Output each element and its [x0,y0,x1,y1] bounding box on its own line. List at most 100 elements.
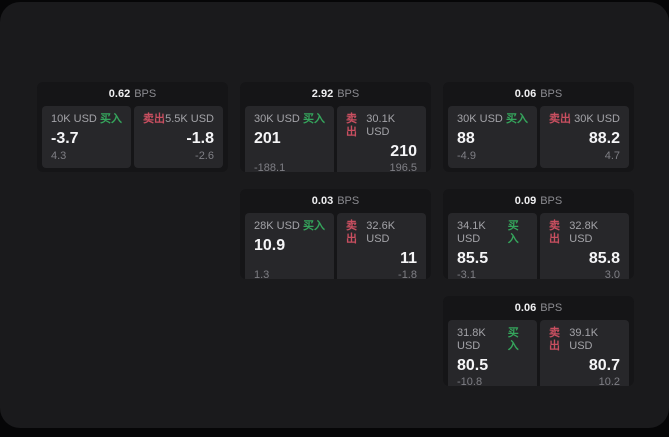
buy-amount: 30K USD [254,113,300,125]
buy-amount: 30K USD [457,113,503,125]
buy-side-label: 买入 [303,220,325,232]
sell-amount: 32.6K USD [366,220,396,245]
buy-quote-panel[interactable]: 34.1K USD 买入 85.5 -3.1 [448,213,537,279]
buy-price: -3.7 [51,130,79,147]
buy-panel-top: 30K USD 买入 [457,113,528,126]
buy-amount: 31.8K USD [457,327,486,352]
buy-amount: 28K USD [254,220,300,232]
buy-delta: -4.9 [457,150,476,162]
sell-delta: -2.6 [195,150,214,162]
buy-side-label: 买入 [303,113,325,125]
buy-amount: 10K USD [51,113,97,125]
buy-delta: -3.1 [457,269,476,279]
quote-card: 0.09 BPS 34.1K USD 买入 85.5 -3.1 卖出 32.8K… [443,189,634,279]
sell-panel-top: 卖出 5.5K USD [143,113,214,126]
sell-quote-panel[interactable]: 卖出 39.1K USD 80.7 10.2 [540,320,629,386]
sell-price: 88.2 [588,130,620,147]
buy-side-label: 买入 [506,113,528,125]
quote-card-body: 30K USD 买入 201 -188.1 卖出 30.1K USD 210 1… [240,106,431,172]
bps-unit-label: BPS [337,195,360,207]
bps-header: 0.06 BPS [443,296,634,320]
buy-quote-panel[interactable]: 31.8K USD 买入 80.5 -10.8 [448,320,537,386]
buy-delta: -188.1 [254,162,286,172]
buy-side-label: 买入 [100,113,122,125]
sell-panel-top: 卖出 32.8K USD [549,220,620,246]
buy-price: 88 [457,130,475,147]
quote-card-body: 34.1K USD 买入 85.5 -3.1 卖出 32.8K USD 85.8… [443,213,634,279]
sell-price: -1.8 [186,130,214,147]
sell-price: 85.8 [588,250,620,267]
sell-quote-panel[interactable]: 卖出 5.5K USD -1.8 -2.6 [134,106,223,168]
bps-header: 0.03 BPS [240,189,431,213]
buy-panel-top: 34.1K USD 买入 [457,220,528,246]
quote-card-body: 28K USD 买入 10.9 1.3 卖出 32.6K USD 11 -1.8 [240,213,431,279]
bps-unit-label: BPS [337,88,360,100]
bps-header: 2.92 BPS [240,82,431,106]
bps-value: 0.06 [514,88,537,100]
sell-panel-top: 卖出 32.6K USD [346,220,417,246]
bps-value: 2.92 [311,88,334,100]
quote-cards-grid: 0.62 BPS 10K USD 买入 -3.7 4.3 卖出 5.5K USD… [37,82,634,386]
bps-value: 0.03 [311,195,334,207]
buy-delta: 1.3 [254,269,270,279]
bps-header: 0.62 BPS [37,82,228,106]
sell-price: 11 [400,250,417,267]
bps-value: 0.09 [514,195,537,207]
bps-unit-label: BPS [540,88,563,100]
buy-amount: 34.1K USD [457,220,486,245]
sell-amount: 30K USD [574,113,620,125]
sell-panel-top: 卖出 39.1K USD [549,327,620,353]
sell-amount: 32.8K USD [569,220,599,245]
buy-quote-panel[interactable]: 30K USD 买入 88 -4.9 [448,106,537,168]
bps-unit-label: BPS [540,302,563,314]
sell-side-label: 卖出 [143,113,165,125]
buy-delta: -10.8 [457,376,483,386]
buy-quote-panel[interactable]: 10K USD 买入 -3.7 4.3 [42,106,131,168]
sell-quote-panel[interactable]: 卖出 30K USD 88.2 4.7 [540,106,629,168]
sell-price: 80.7 [588,357,620,374]
buy-delta: 4.3 [51,150,67,162]
sell-side-label: 卖出 [346,113,357,138]
sell-panel-top: 卖出 30K USD [549,113,620,126]
buy-side-label: 买入 [507,327,519,352]
quote-card: 0.03 BPS 28K USD 买入 10.9 1.3 卖出 32.6K US… [240,189,431,279]
sell-quote-panel[interactable]: 卖出 30.1K USD 210 196.5 [337,106,426,172]
sell-delta: 196.5 [389,162,417,172]
buy-panel-top: 28K USD 买入 [254,220,325,233]
buy-side-label: 买入 [507,220,519,245]
buy-quote-panel[interactable]: 30K USD 买入 201 -188.1 [245,106,334,172]
sell-amount: 39.1K USD [569,327,599,352]
sell-side-label: 卖出 [346,220,357,245]
sell-side-label: 卖出 [549,220,560,245]
buy-panel-top: 31.8K USD 买入 [457,327,528,353]
sell-delta: 4.7 [604,150,620,162]
buy-panel-top: 30K USD 买入 [254,113,325,126]
buy-quote-panel[interactable]: 28K USD 买入 10.9 1.3 [245,213,334,279]
sell-quote-panel[interactable]: 卖出 32.6K USD 11 -1.8 [337,213,426,279]
buy-price: 10.9 [254,237,286,254]
buy-price: 80.5 [457,357,489,374]
buy-price: 201 [254,130,281,147]
sell-amount: 30.1K USD [366,113,396,138]
sell-side-label: 卖出 [549,327,560,352]
quote-card: 0.06 BPS 30K USD 买入 88 -4.9 卖出 30K USD 8… [443,82,634,172]
bps-value: 0.62 [108,88,131,100]
quote-card: 0.06 BPS 31.8K USD 买入 80.5 -10.8 卖出 39.1… [443,296,634,386]
sell-delta: 10.2 [598,376,620,386]
quote-card: 0.62 BPS 10K USD 买入 -3.7 4.3 卖出 5.5K USD… [37,82,228,172]
sell-delta: -1.8 [398,269,417,279]
quote-card-body: 30K USD 买入 88 -4.9 卖出 30K USD 88.2 4.7 [443,106,634,172]
quote-card-body: 10K USD 买入 -3.7 4.3 卖出 5.5K USD -1.8 -2.… [37,106,228,172]
bps-value: 0.06 [514,302,537,314]
bps-unit-label: BPS [134,88,157,100]
sell-amount: 5.5K USD [165,113,214,125]
bps-unit-label: BPS [540,195,563,207]
bps-header: 0.06 BPS [443,82,634,106]
sell-quote-panel[interactable]: 卖出 32.8K USD 85.8 3.0 [540,213,629,279]
quote-card: 2.92 BPS 30K USD 买入 201 -188.1 卖出 30.1K … [240,82,431,172]
buy-price: 85.5 [457,250,489,267]
sell-delta: 3.0 [604,269,620,279]
quote-card-body: 31.8K USD 买入 80.5 -10.8 卖出 39.1K USD 80.… [443,320,634,386]
buy-panel-top: 10K USD 买入 [51,113,122,126]
bps-header: 0.09 BPS [443,189,634,213]
